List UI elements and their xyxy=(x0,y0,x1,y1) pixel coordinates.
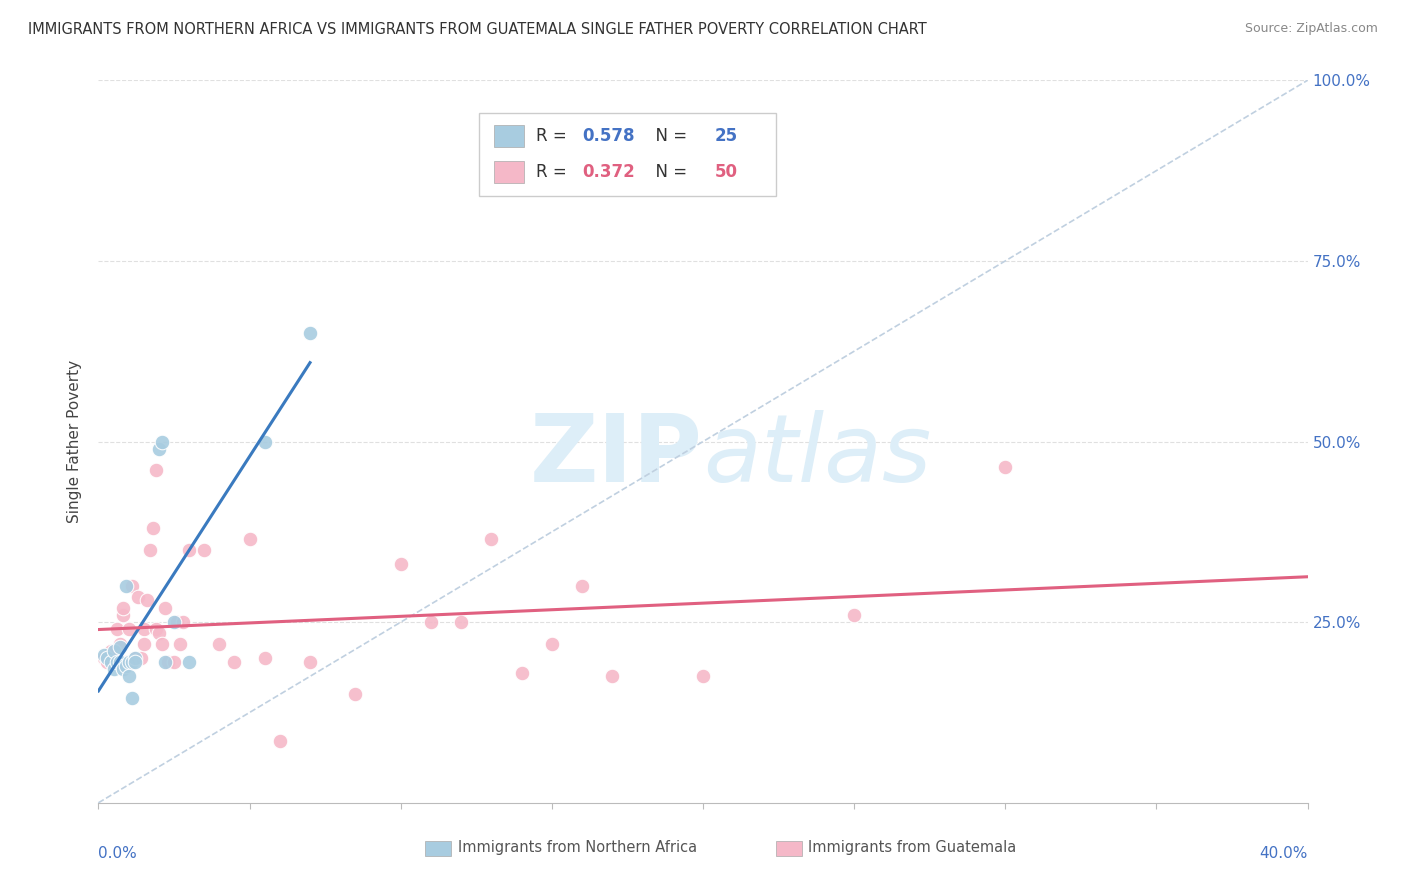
Point xyxy=(420,615,443,630)
Text: 25: 25 xyxy=(716,127,738,145)
Point xyxy=(148,442,170,456)
Text: Immigrants from Guatemala: Immigrants from Guatemala xyxy=(808,840,1017,855)
Text: 50: 50 xyxy=(716,163,738,181)
Point xyxy=(127,590,149,604)
Point xyxy=(121,579,143,593)
Point xyxy=(114,655,136,669)
Point xyxy=(103,655,125,669)
Bar xyxy=(425,841,451,855)
Point xyxy=(172,615,194,630)
Text: R =: R = xyxy=(536,163,572,181)
Point xyxy=(121,691,143,706)
Point xyxy=(93,648,115,662)
Point xyxy=(269,734,291,748)
Point xyxy=(93,651,115,665)
Point xyxy=(150,434,173,449)
Point xyxy=(132,623,155,637)
Point xyxy=(163,655,186,669)
Point xyxy=(118,655,141,669)
Point xyxy=(96,655,118,669)
Point xyxy=(208,637,231,651)
Bar xyxy=(494,125,524,147)
Point xyxy=(105,655,128,669)
Text: 0.372: 0.372 xyxy=(582,163,636,181)
Point xyxy=(142,521,165,535)
Point xyxy=(145,623,167,637)
Point xyxy=(96,651,118,665)
Point xyxy=(844,607,866,622)
Point xyxy=(124,651,146,665)
Point xyxy=(389,558,412,572)
Text: atlas: atlas xyxy=(703,410,931,501)
Point xyxy=(135,593,157,607)
Text: 0.578: 0.578 xyxy=(582,127,634,145)
Point xyxy=(100,655,122,669)
Point xyxy=(129,651,152,665)
Point xyxy=(153,655,176,669)
Bar xyxy=(776,841,803,855)
Point xyxy=(108,640,131,655)
Point xyxy=(540,637,562,651)
Text: N =: N = xyxy=(645,127,692,145)
Point xyxy=(179,542,201,557)
Point xyxy=(156,655,179,669)
Text: N =: N = xyxy=(645,163,692,181)
Text: 0.0%: 0.0% xyxy=(98,847,138,861)
Point xyxy=(450,615,472,630)
Text: R =: R = xyxy=(536,127,572,145)
Point xyxy=(510,665,533,680)
Text: IMMIGRANTS FROM NORTHERN AFRICA VS IMMIGRANTS FROM GUATEMALA SINGLE FATHER POVER: IMMIGRANTS FROM NORTHERN AFRICA VS IMMIG… xyxy=(28,22,927,37)
Point xyxy=(118,655,141,669)
Point xyxy=(193,542,215,557)
Point xyxy=(153,600,176,615)
Point xyxy=(114,579,136,593)
Text: 40.0%: 40.0% xyxy=(1260,847,1308,861)
Point xyxy=(132,637,155,651)
Point xyxy=(105,623,128,637)
Point xyxy=(108,655,131,669)
Point xyxy=(150,637,173,651)
Point xyxy=(169,637,191,651)
Point xyxy=(103,644,125,658)
Point xyxy=(253,651,276,665)
Bar xyxy=(479,112,776,196)
Text: Immigrants from Northern Africa: Immigrants from Northern Africa xyxy=(457,840,696,855)
Point xyxy=(111,607,134,622)
Point xyxy=(253,434,276,449)
Point xyxy=(166,615,188,630)
Point xyxy=(139,542,162,557)
Point xyxy=(118,669,141,683)
Point xyxy=(692,669,714,683)
Point xyxy=(602,669,624,683)
Point xyxy=(100,644,122,658)
Point xyxy=(481,532,503,546)
Point xyxy=(344,687,367,701)
Point xyxy=(124,655,146,669)
Point xyxy=(148,626,170,640)
Y-axis label: Single Father Poverty: Single Father Poverty xyxy=(67,360,83,523)
Point xyxy=(114,658,136,673)
Point xyxy=(121,655,143,669)
Point xyxy=(299,326,322,340)
Text: ZIP: ZIP xyxy=(530,410,703,502)
Point xyxy=(571,579,593,593)
Point xyxy=(103,662,125,676)
Point xyxy=(124,651,146,665)
Point xyxy=(108,637,131,651)
Point xyxy=(111,600,134,615)
Point xyxy=(179,655,201,669)
Point xyxy=(224,655,246,669)
Point xyxy=(118,623,141,637)
Point xyxy=(111,658,134,673)
Point xyxy=(145,463,167,477)
Point xyxy=(994,459,1017,474)
Bar xyxy=(494,161,524,183)
Text: Source: ZipAtlas.com: Source: ZipAtlas.com xyxy=(1244,22,1378,36)
Point xyxy=(163,615,186,630)
Point xyxy=(299,655,322,669)
Point xyxy=(111,662,134,676)
Point xyxy=(239,532,262,546)
